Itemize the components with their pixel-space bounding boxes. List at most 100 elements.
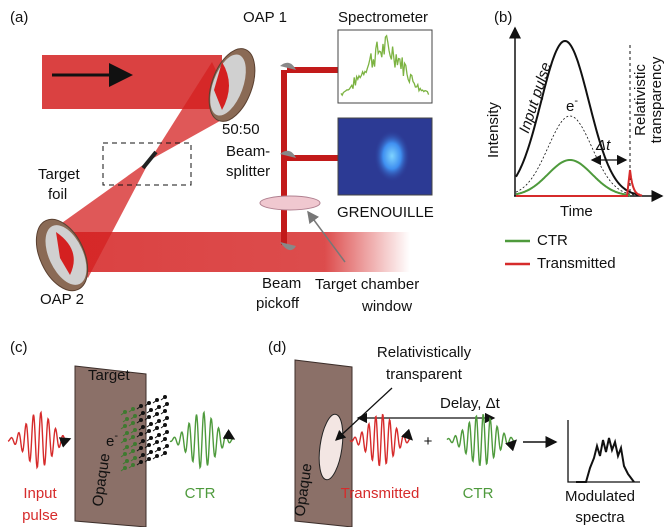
electron <box>141 411 145 415</box>
electron-base: e <box>106 433 114 450</box>
panel-label: (c) <box>10 339 28 356</box>
electron <box>155 454 159 458</box>
electron <box>157 447 161 451</box>
oap2-label: OAP 2 <box>40 291 84 308</box>
electron <box>165 402 169 406</box>
target-foil <box>143 152 156 168</box>
oap1-label: OAP 1 <box>243 9 287 26</box>
spectrum-axes <box>568 420 640 482</box>
ctr-label: CTR <box>463 485 494 502</box>
electron <box>125 445 129 449</box>
transparency-label: transparency <box>648 56 665 143</box>
input-label: Input <box>23 485 57 502</box>
electron <box>157 419 161 423</box>
splitter-label: Beam- <box>226 143 270 160</box>
panel-b: (b) Input pulse e- Intensity Time Δt Rel… <box>485 9 665 272</box>
electron <box>155 412 159 416</box>
modulated-spectrum <box>576 438 634 482</box>
delay-label: Delay, Δt <box>440 395 501 412</box>
legend-label: Transmitted <box>537 255 616 272</box>
electron <box>155 398 159 402</box>
electron <box>139 460 143 464</box>
panel-label: (b) <box>494 9 512 26</box>
electron <box>149 422 153 426</box>
wave <box>350 415 412 465</box>
electron <box>125 431 129 435</box>
input-label: pulse <box>22 507 58 524</box>
chamber-window <box>260 196 320 210</box>
foil-label: foil <box>48 186 67 203</box>
electron <box>125 459 129 463</box>
electron <box>157 405 161 409</box>
electron <box>131 463 135 467</box>
pickoff-label: Beam <box>262 275 301 292</box>
electron <box>155 440 159 444</box>
figure: (a) OAP 1 Spectrometer 50:50 Beam- split… <box>0 0 667 527</box>
spectra-label: Modulated <box>565 488 635 505</box>
transparent-label: Relativistically <box>377 344 472 361</box>
wave <box>170 413 234 468</box>
electron <box>139 418 143 422</box>
splitter-label: 50:50 <box>222 121 260 138</box>
plus-sign: + <box>424 433 433 450</box>
electron-label: e- <box>566 95 578 115</box>
wave <box>8 413 70 468</box>
electron <box>141 425 145 429</box>
foil-label: Target <box>38 166 81 183</box>
electron-sup: - <box>574 95 578 107</box>
electron <box>157 433 161 437</box>
transmitted-curve <box>516 170 642 196</box>
electron <box>147 457 151 461</box>
panel-d: (d) Relativistically transparent Delay, … <box>268 339 640 527</box>
electron <box>141 453 145 457</box>
electron <box>165 430 169 434</box>
electron <box>163 451 167 455</box>
electron-sup: - <box>114 430 118 442</box>
electron <box>147 443 151 447</box>
electron <box>131 449 135 453</box>
grenouille-label: GRENOUILLE <box>337 204 434 221</box>
electron <box>139 432 143 436</box>
electron <box>149 408 153 412</box>
electron <box>149 436 153 440</box>
panel-c: (c) Target Opaque e- Input pulse CTR <box>10 339 216 527</box>
electron <box>149 450 153 454</box>
electron <box>165 416 169 420</box>
electron <box>123 438 127 442</box>
electron <box>133 442 137 446</box>
panel-label: (d) <box>268 339 286 356</box>
ctr-label: CTR <box>185 485 216 502</box>
electron <box>133 456 137 460</box>
electron <box>123 452 127 456</box>
electron <box>141 439 145 443</box>
window-label: Target chamber <box>315 276 419 293</box>
electron <box>163 409 167 413</box>
electron <box>147 401 151 405</box>
y-axis-label: Intensity <box>485 102 502 158</box>
electron <box>131 407 135 411</box>
splitter-label: splitter <box>226 163 270 180</box>
electron <box>147 415 151 419</box>
electron <box>147 429 151 433</box>
electron <box>133 414 137 418</box>
electron <box>165 444 169 448</box>
panel-label: (a) <box>10 9 28 26</box>
spectra-label: spectra <box>575 509 625 526</box>
transparent-label: transparent <box>386 366 463 383</box>
electron <box>163 395 167 399</box>
target-label: Target <box>88 367 131 384</box>
transparency-label: Relativistic <box>632 64 649 136</box>
wave <box>447 415 516 465</box>
electron-base: e <box>566 98 574 115</box>
electron <box>163 423 167 427</box>
output-beam <box>70 232 410 272</box>
electron <box>163 437 167 441</box>
pickoff-label: pickoff <box>256 295 300 312</box>
electron <box>125 417 129 421</box>
diagnostic-beam <box>281 70 287 245</box>
electron <box>155 426 159 430</box>
spectrometer-label: Spectrometer <box>338 9 428 26</box>
electron <box>123 410 127 414</box>
transmitted-label: Transmitted <box>341 485 420 502</box>
